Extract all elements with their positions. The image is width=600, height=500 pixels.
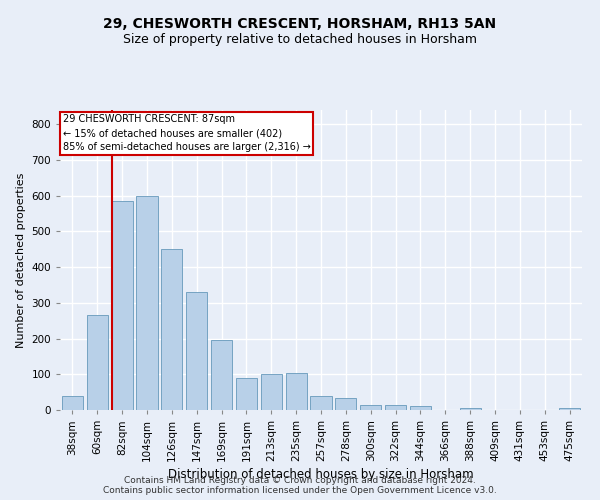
Bar <box>136 196 158 410</box>
Bar <box>87 316 108 410</box>
Text: Size of property relative to detached houses in Horsham: Size of property relative to detached ho… <box>123 32 477 46</box>
Bar <box>211 340 232 410</box>
Bar <box>161 250 182 410</box>
Bar <box>236 378 257 410</box>
Bar <box>186 292 207 410</box>
Bar <box>112 201 133 410</box>
Bar <box>410 406 431 410</box>
Bar <box>286 372 307 410</box>
Bar <box>460 408 481 410</box>
Bar <box>385 404 406 410</box>
Text: Contains HM Land Registry data © Crown copyright and database right 2024.
Contai: Contains HM Land Registry data © Crown c… <box>103 476 497 495</box>
Text: 29, CHESWORTH CRESCENT, HORSHAM, RH13 5AN: 29, CHESWORTH CRESCENT, HORSHAM, RH13 5A… <box>103 18 497 32</box>
Bar <box>310 396 332 410</box>
Bar <box>261 374 282 410</box>
Bar <box>559 408 580 410</box>
Bar <box>62 396 83 410</box>
Bar <box>360 404 381 410</box>
Bar <box>335 398 356 410</box>
X-axis label: Distribution of detached houses by size in Horsham: Distribution of detached houses by size … <box>168 468 474 481</box>
Y-axis label: Number of detached properties: Number of detached properties <box>16 172 26 348</box>
Text: 29 CHESWORTH CRESCENT: 87sqm
← 15% of detached houses are smaller (402)
85% of s: 29 CHESWORTH CRESCENT: 87sqm ← 15% of de… <box>62 114 310 152</box>
